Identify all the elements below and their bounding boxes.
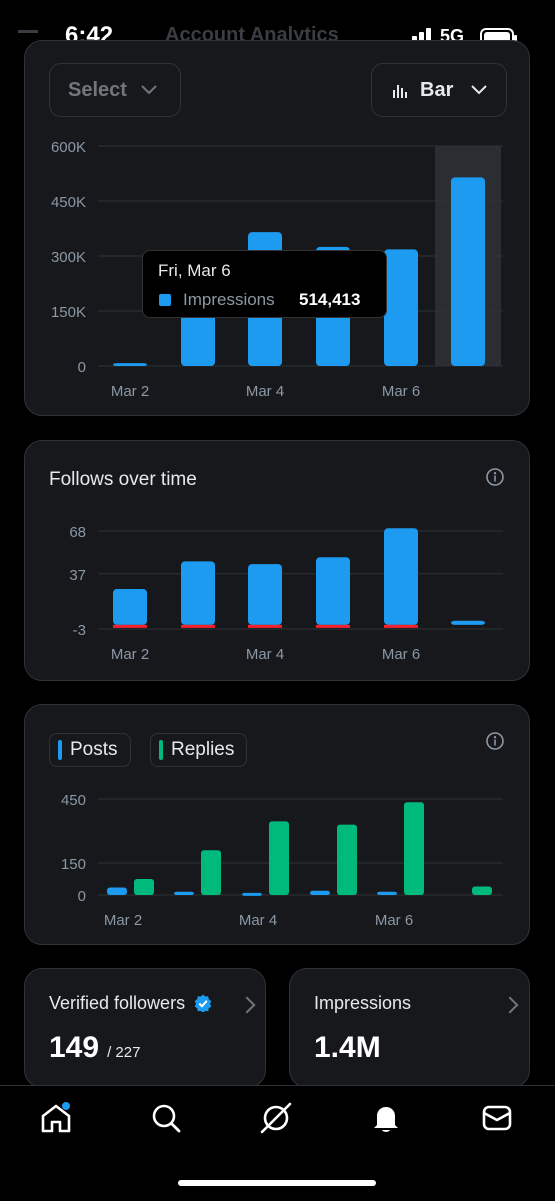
- info-icon[interactable]: [486, 468, 504, 486]
- legend-replies-label: Replies: [171, 739, 235, 760]
- impressions-chart-card: Select Bar: [24, 40, 530, 416]
- chevron-right-icon: [238, 996, 256, 1014]
- posts-swatch: [58, 740, 62, 760]
- impressions-value: 1.4M: [314, 1031, 381, 1064]
- legend-replies[interactable]: Replies: [150, 733, 248, 767]
- impressions-label: Impressions: [314, 993, 412, 1013]
- back-arrow-icon[interactable]: [18, 30, 38, 33]
- tooltip-value: 514,413: [299, 290, 361, 309]
- chart-tooltip: Fri, Mar 6 Impressions 514,413: [142, 250, 387, 318]
- chevron-down-icon: [471, 85, 488, 95]
- chart-type-label: Bar: [420, 78, 454, 101]
- legend-posts-label: Posts: [70, 739, 118, 760]
- tooltip-date: Fri, Mar 6: [158, 261, 231, 280]
- verified-label: Verified followers: [49, 993, 212, 1014]
- chevron-right-icon: [501, 996, 519, 1014]
- notification-dot: [62, 1102, 70, 1110]
- follows-chart-card: Follows over time: [24, 440, 530, 681]
- notifications-icon[interactable]: [369, 1101, 403, 1135]
- info-icon[interactable]: [486, 732, 504, 750]
- messages-icon[interactable]: [480, 1101, 514, 1135]
- chart-type-dropdown[interactable]: Bar: [371, 63, 507, 117]
- verified-total: / 227: [107, 1044, 141, 1061]
- verified-followers-card[interactable]: Verified followers 149/ 227: [24, 968, 266, 1088]
- verified-badge-icon: [194, 994, 212, 1013]
- legend-posts[interactable]: Posts: [49, 733, 131, 767]
- home-indicator: [178, 1180, 376, 1186]
- posts-replies-chart-card: Posts Replies: [24, 704, 530, 945]
- select-label: Select: [68, 78, 127, 101]
- bar-chart-icon: [393, 85, 407, 98]
- grok-icon[interactable]: [259, 1101, 293, 1135]
- tooltip-swatch: [159, 294, 171, 306]
- search-icon[interactable]: [149, 1101, 183, 1135]
- replies-swatch: [159, 740, 163, 760]
- select-dropdown[interactable]: Select: [49, 63, 181, 117]
- home-icon[interactable]: [39, 1101, 73, 1135]
- tooltip-series: Impressions: [183, 290, 275, 309]
- verified-value: 149/ 227: [49, 1031, 141, 1064]
- follows-title: Follows over time: [49, 469, 197, 490]
- impressions-stat-card[interactable]: Impressions 1.4M: [289, 968, 530, 1088]
- chevron-down-icon: [141, 85, 157, 95]
